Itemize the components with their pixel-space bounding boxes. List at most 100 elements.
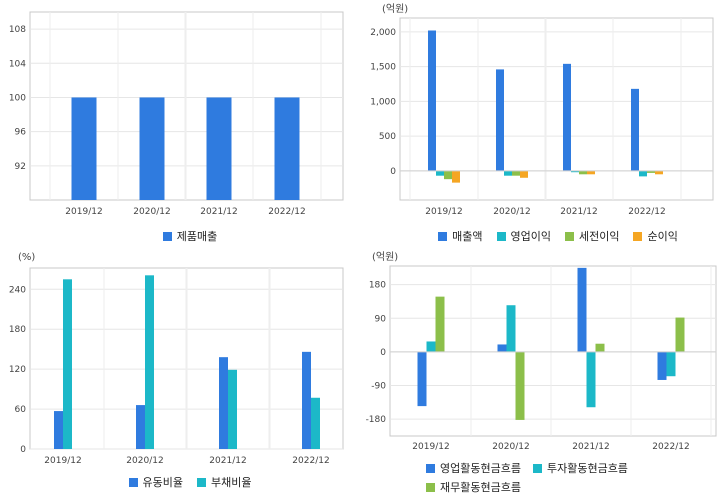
bar-매출액 [496, 69, 504, 171]
y-tick-label: 0 [380, 348, 386, 358]
legend-swatch [128, 477, 138, 487]
bar-제품매출 [139, 97, 165, 200]
legend-item: 영업활동현금흐름 [426, 460, 521, 476]
bar-순이익 [452, 170, 460, 183]
x-tick-label: 2019/12 [412, 442, 449, 452]
bar-투자활동현금흐름 [506, 305, 516, 352]
bar-부채비율 [145, 275, 154, 449]
bar-유동비율 [302, 351, 311, 449]
bar-유동비율 [136, 405, 145, 449]
bar-투자활동현금흐름 [666, 351, 676, 377]
income-chart: 0 500 1,000 1,500 2,000 2019/12 2020/12 2021/12… [370, 3, 714, 217]
legend-item: 매출액 [438, 228, 483, 244]
x-tick-label: 2020/12 [133, 207, 170, 217]
legend-label: 유동비율 [142, 476, 183, 489]
y-tick-label: 1,000 [370, 97, 396, 107]
legend-item: 유동비율 [128, 474, 183, 490]
ratio-chart: 0 60 120 180 240 2019/12 2020/12 2021/12 2022/12… [9, 252, 344, 466]
bar-유동비율 [54, 411, 63, 449]
legend-label: 순이익 [647, 230, 678, 243]
x-tick-label: 2020/12 [126, 456, 163, 466]
y-tick-label: -90 [371, 382, 386, 392]
product-sales-legend: 제품매출 [30, 228, 350, 244]
bar-세전이익 [647, 170, 655, 173]
product-sales-chart: 92 96 100 104 108 2019/12 2020/12 2021/12 2022/1… [9, 11, 344, 217]
legend-label: 영업활동현금흐름 [440, 462, 521, 475]
bar-영업이익 [639, 170, 647, 177]
y-tick-label: 120 [9, 365, 26, 375]
legend-label: 매출액 [452, 230, 483, 243]
bar-부채비율 [311, 397, 320, 449]
legend-item: 세전이익 [565, 228, 619, 244]
bar-세전이익 [579, 170, 587, 175]
unit-label: (억원) [382, 3, 408, 15]
y-tick-label: 108 [9, 25, 26, 35]
y-tick-label: 240 [9, 285, 26, 295]
x-tick-label: 2021/12 [209, 456, 246, 466]
x-tick-label: 2019/12 [44, 456, 81, 466]
x-tick-label: 2022/12 [292, 456, 329, 466]
legend-swatch [565, 231, 574, 241]
bar-영업이익 [571, 170, 579, 173]
bar-제품매출 [274, 97, 300, 200]
y-tick-label: 500 [379, 132, 396, 142]
legend-swatch [496, 231, 506, 241]
y-tick-label: 100 [9, 93, 26, 103]
chart-panel-income: 0 500 1,000 1,500 2,000 2019/12 2020/12 2021/12… [360, 0, 720, 248]
legend-swatch [438, 231, 448, 241]
legend-label: 투자활동현금흐름 [546, 462, 628, 475]
ratio-legend: 유동비율 부채비율 [30, 474, 350, 490]
bar-부채비율 [63, 279, 72, 449]
legend-item: 투자활동현금흐름 [532, 460, 628, 476]
x-tick-label: 2019/12 [65, 207, 102, 217]
legend-item: 순이익 [633, 228, 678, 244]
bar-재무활동현금흐름 [675, 317, 685, 352]
legend-swatch [162, 231, 172, 241]
bar-매출액 [428, 30, 436, 171]
x-tick-label: 2021/12 [572, 442, 609, 452]
bar-제품매출 [71, 97, 97, 200]
legend-swatch [426, 463, 435, 473]
y-tick-label: 0 [390, 167, 396, 177]
legend-item: 제품매출 [162, 228, 218, 244]
y-tick-label: 60 [15, 405, 27, 415]
y-tick-label: -180 [366, 415, 387, 425]
bar-부채비율 [228, 369, 237, 449]
y-tick-label: 96 [15, 128, 27, 138]
x-tick-label: 2022/12 [268, 207, 305, 217]
plot-area [399, 17, 714, 201]
bar-순이익 [587, 170, 595, 175]
bar-재무활동현금흐름 [595, 343, 605, 352]
x-tick-label: 2022/12 [652, 442, 689, 452]
legend-label: 세전이익 [579, 230, 620, 243]
x-tick-label: 2020/12 [492, 442, 529, 452]
bar-영업활동현금흐름 [497, 344, 507, 352]
chart-panel-product-sales: 92 96 100 104 108 2019/12 2020/12 2021/12 2022/1… [0, 0, 360, 248]
cashflow-chart: -180 -90 0 90 180 2019/12 2020/12 2021/12 2022/1… [366, 251, 717, 452]
y-tick-label: 2,000 [370, 28, 396, 38]
bar-순이익 [655, 170, 663, 175]
legend-item: 영업이익 [496, 228, 551, 244]
income-legend: 매출액 영업이익 세전이익 순이익 [398, 228, 718, 244]
y-tick-label: 1,500 [370, 63, 396, 73]
unit-label: (억원) [372, 251, 398, 263]
legend-label: 영업이익 [510, 230, 551, 243]
legend-swatch [633, 231, 643, 241]
bar-매출액 [631, 88, 639, 171]
chart-panel-ratios: 0 60 120 180 240 2019/12 2020/12 2021/12 2022/12… [0, 248, 360, 496]
bar-영업활동현금흐름 [577, 267, 587, 352]
x-tick-label: 2022/12 [628, 207, 665, 217]
bar-영업활동현금흐름 [657, 351, 667, 380]
bar-영업활동현금흐름 [417, 351, 427, 407]
y-tick-label: 0 [20, 445, 26, 455]
unit-label: (%) [18, 252, 35, 263]
bar-투자활동현금흐름 [586, 351, 596, 408]
bar-세전이익 [512, 170, 520, 176]
y-tick-label: 180 [369, 281, 386, 291]
y-tick-label: 180 [9, 325, 26, 335]
bar-영업이익 [436, 170, 444, 176]
legend-label: 제품매출 [176, 230, 218, 243]
legend-item: 재무활동현금흐름 [426, 479, 521, 495]
bar-투자활동현금흐름 [426, 341, 436, 352]
